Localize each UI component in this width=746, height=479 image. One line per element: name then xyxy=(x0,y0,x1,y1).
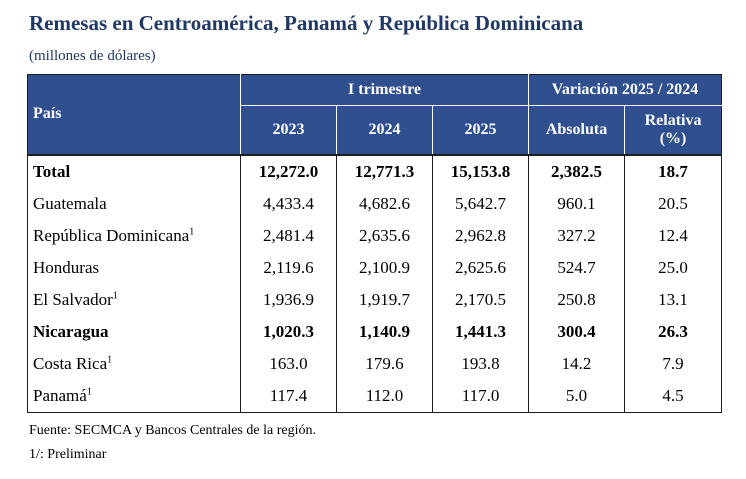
value-2025: 117.0 xyxy=(431,380,529,413)
header-year-2024: 2024 xyxy=(336,105,433,155)
variation-relative: 4.5 xyxy=(624,380,722,413)
header-absolute: Absoluta xyxy=(528,105,625,155)
table-row: Nicaragua 1,020.3 1,140.9 1,441.3 300.4 26.3 xyxy=(28,316,722,348)
variation-relative: 25.0 xyxy=(624,252,722,284)
value-2023: 12,272.0 xyxy=(240,154,337,188)
country-cell: Guatemala xyxy=(28,188,241,220)
header-variation-group: Variación 2025 / 2024 xyxy=(528,74,722,106)
variation-relative: 13.1 xyxy=(624,284,722,316)
country-cell: Nicaragua xyxy=(28,316,241,348)
country-name: República Dominicana xyxy=(33,226,190,245)
table-row: El Salvador1 1,936.9 1,919.7 2,170.5 250.8 13… xyxy=(28,284,722,316)
value-2023: 1,020.3 xyxy=(240,316,337,348)
country-cell: Honduras xyxy=(28,252,241,284)
country-name: Guatemala xyxy=(33,194,107,213)
value-2024: 2,100.9 xyxy=(336,252,433,284)
variation-absolute: 250.8 xyxy=(528,284,625,316)
country-name: Total xyxy=(33,162,71,181)
country-name: Honduras xyxy=(33,258,100,277)
variation-absolute: 960.1 xyxy=(528,188,625,220)
value-2023: 2,119.6 xyxy=(240,252,337,284)
value-2023: 1,936.9 xyxy=(240,284,337,316)
header-relative: Relativa (%) xyxy=(624,105,722,155)
value-2024: 112.0 xyxy=(336,380,433,413)
header-relative-label: Relativa xyxy=(644,112,702,129)
value-2025: 193.8 xyxy=(431,348,529,380)
value-2024: 4,682.6 xyxy=(336,188,433,220)
variation-absolute: 5.0 xyxy=(528,380,625,413)
variation-absolute: 2,382.5 xyxy=(528,154,625,188)
header-year-2023: 2023 xyxy=(240,105,337,155)
value-2024: 1,919.7 xyxy=(336,284,433,316)
header-quarter-group: I trimestre xyxy=(239,74,529,106)
country-name: El Salvador xyxy=(33,290,113,309)
value-2024: 2,635.6 xyxy=(336,220,433,252)
value-2025: 2,170.5 xyxy=(431,284,529,316)
variation-relative: 20.5 xyxy=(624,188,722,220)
value-2025: 2,962.8 xyxy=(431,220,529,252)
country-cell: Panamá1 xyxy=(27,380,241,413)
variation-relative: 18.7 xyxy=(624,154,722,188)
variation-absolute: 524.7 xyxy=(528,252,625,284)
table-row: Panamá1 117.4 112.0 117.0 5.0 4.5 xyxy=(27,380,722,413)
country-cell: El Salvador1 xyxy=(28,284,241,316)
footnote-marker: 1 xyxy=(189,226,195,238)
variation-relative: 26.3 xyxy=(624,316,722,348)
country-name: Panamá xyxy=(33,386,87,405)
table-row: República Dominicana1 2,481.4 2,635.6 2,962… xyxy=(28,220,722,252)
table-row: Costa Rica1 163.0 179.6 193.8 14.2 7.9 xyxy=(28,348,722,380)
value-2025: 1,441.3 xyxy=(431,316,529,348)
country-cell: Total xyxy=(27,154,241,188)
value-2023: 2,481.4 xyxy=(240,220,337,252)
value-2024: 179.6 xyxy=(336,348,433,380)
value-2023: 117.4 xyxy=(240,380,337,413)
variation-absolute: 300.4 xyxy=(528,316,625,348)
variation-relative: 7.9 xyxy=(624,348,722,380)
footnote-marker: 1 xyxy=(107,354,113,366)
header-year-2025: 2025 xyxy=(431,105,529,155)
value-2025: 2,625.6 xyxy=(431,252,529,284)
value-2024: 1,140.9 xyxy=(336,316,433,348)
footnote-marker: 1 xyxy=(86,386,92,398)
table-title: Remesas en Centroamérica, Panamá y Repúb… xyxy=(29,11,584,35)
value-2024: 12,771.3 xyxy=(336,154,433,188)
country-name: Nicaragua xyxy=(33,322,109,341)
table-row: Honduras 2,119.6 2,100.9 2,625.6 524.7 25.0 xyxy=(28,252,722,284)
country-name: Costa Rica xyxy=(33,354,108,373)
source-note: Fuente: SECMCA y Bancos Centrales de la … xyxy=(29,423,316,438)
variation-relative: 12.4 xyxy=(624,220,722,252)
table-row: Total 12,272.0 12,771.3 15,153.8 2,382.5 18.7 xyxy=(27,154,722,188)
variation-absolute: 327.2 xyxy=(528,220,625,252)
value-2025: 5,642.7 xyxy=(431,188,529,220)
footnote-marker: 1 xyxy=(112,290,118,302)
variation-absolute: 14.2 xyxy=(528,348,625,380)
remittances-table: País I trimestre Variación 2025 / 2024 2… xyxy=(27,74,723,413)
value-2023: 4,433.4 xyxy=(240,188,337,220)
preliminary-note: 1/: Preliminar xyxy=(29,447,107,462)
country-cell: República Dominicana1 xyxy=(28,220,241,252)
country-cell: Costa Rica1 xyxy=(28,348,241,380)
header-country: País xyxy=(27,74,241,155)
table-row: Guatemala 4,433.4 4,682.6 5,642.7 960.1 20.5 xyxy=(28,188,722,220)
value-2025: 15,153.8 xyxy=(431,154,529,188)
table-subtitle: (millones de dólares) xyxy=(29,48,156,64)
header-relative-unit: (%) xyxy=(659,130,687,147)
value-2023: 163.0 xyxy=(240,348,337,380)
